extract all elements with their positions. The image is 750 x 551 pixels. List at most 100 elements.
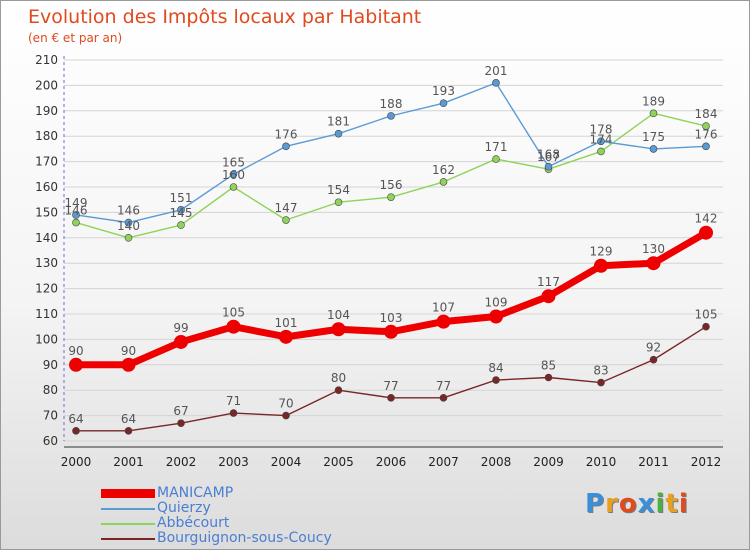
y-tick-label: 140 [35, 231, 58, 245]
y-tick-label: 60 [43, 434, 58, 448]
y-tick-label: 70 [43, 409, 58, 423]
data-label: 92 [646, 341, 661, 355]
data-label: 174 [590, 132, 613, 146]
x-tick-label: 2012 [691, 455, 722, 469]
data-label: 101 [275, 316, 298, 330]
x-tick-label: 2007 [428, 455, 459, 469]
data-point [69, 357, 83, 372]
data-point [439, 99, 448, 107]
x-tick-label: 2002 [166, 455, 197, 469]
data-point [121, 357, 136, 372]
data-label: 85 [541, 359, 556, 373]
x-tick-label: 2009 [533, 455, 564, 469]
legend-swatch-manicamp [101, 489, 155, 498]
data-label: 140 [117, 219, 140, 233]
y-tick-label: 80 [43, 383, 58, 397]
x-tick-label: 2000 [61, 455, 92, 469]
data-point [334, 386, 343, 395]
data-label: 146 [117, 204, 140, 218]
data-label: 77 [436, 379, 451, 393]
data-point [124, 427, 133, 435]
data-point [436, 314, 451, 329]
data-label: 104 [327, 308, 350, 322]
x-tick-label: 2005 [323, 455, 354, 469]
data-label: 80 [331, 371, 346, 385]
data-label: 146 [65, 204, 88, 218]
data-point [702, 142, 710, 151]
data-label: 184 [695, 107, 718, 121]
y-tick-label: 130 [35, 256, 58, 270]
data-label: 130 [642, 242, 665, 256]
data-label: 160 [222, 168, 245, 182]
y-tick-label: 90 [43, 358, 58, 372]
data-label: 167 [537, 150, 560, 164]
data-label: 83 [593, 364, 608, 378]
data-point [124, 234, 133, 242]
data-point [597, 137, 605, 146]
data-point [124, 218, 133, 227]
y-tick-label: 170 [35, 155, 58, 169]
data-point [594, 258, 608, 273]
data-label: 84 [488, 361, 503, 375]
data-label: 64 [121, 412, 136, 426]
y-tick-label: 110 [35, 307, 58, 321]
legend-label-abbecourt: Abbécourt [157, 515, 230, 531]
chart-subtitle: (en € et par an) [28, 31, 123, 45]
data-label: 90 [121, 344, 136, 358]
data-point [699, 225, 713, 240]
data-label: 70 [278, 397, 293, 411]
x-tick-label: 2008 [481, 455, 512, 469]
data-point [72, 427, 80, 435]
y-tick-label: 150 [35, 205, 58, 219]
data-point [177, 419, 185, 428]
legend-label-manicamp: MANICAMP [157, 485, 234, 501]
data-label: 145 [170, 206, 193, 220]
data-point [702, 322, 710, 331]
data-point [702, 122, 710, 130]
legend-swatch-bourguignon [101, 538, 155, 540]
data-label: 67 [173, 404, 188, 418]
data-label: 162 [432, 163, 455, 177]
data-point [229, 409, 238, 417]
data-label: 129 [590, 245, 613, 259]
x-tick-label: 2003 [218, 455, 249, 469]
data-label: 193 [432, 84, 455, 98]
data-point [177, 221, 185, 229]
data-point [229, 170, 238, 179]
data-label: 107 [432, 301, 455, 315]
data-label: 151 [170, 191, 193, 205]
data-point [492, 155, 500, 163]
data-label: 201 [485, 64, 508, 78]
data-point [334, 198, 343, 207]
y-tick-label: 160 [35, 180, 58, 194]
data-label: 147 [275, 201, 298, 215]
y-tick-label: 120 [35, 282, 58, 296]
proxiti-logo: Proxiti [585, 489, 689, 519]
data-label: 154 [327, 183, 350, 197]
data-label: 181 [327, 115, 350, 129]
x-tick-label: 2004 [271, 455, 302, 469]
y-tick-label: 200 [35, 78, 58, 92]
data-label: 171 [485, 140, 508, 154]
y-tick-label: 190 [35, 104, 58, 118]
legend-swatch-abbecourt [101, 523, 155, 525]
data-label: 90 [68, 344, 83, 358]
data-label: 165 [222, 155, 245, 169]
legend-label-quierzy: Quierzy [157, 500, 211, 516]
data-label: 71 [226, 394, 241, 408]
data-label: 99 [173, 321, 188, 335]
data-point [387, 193, 395, 201]
data-label: 188 [380, 97, 403, 111]
data-point [282, 411, 290, 420]
data-label: 105 [222, 306, 245, 320]
data-label: 176 [275, 127, 298, 141]
data-label: 149 [65, 196, 88, 210]
data-label: 156 [380, 178, 403, 192]
data-label: 109 [485, 296, 508, 310]
data-label: 64 [68, 412, 83, 426]
data-label: 178 [590, 122, 613, 136]
x-tick-label: 2006 [376, 455, 407, 469]
data-point [544, 162, 553, 171]
